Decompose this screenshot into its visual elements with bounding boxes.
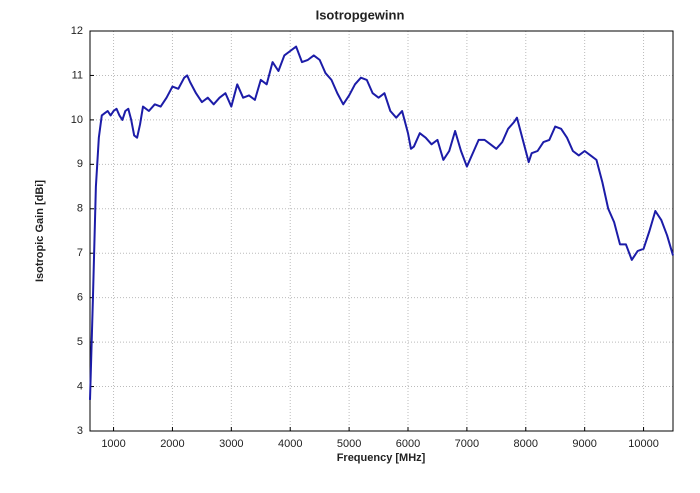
y-tick-label: 8 xyxy=(77,203,83,215)
y-tick-label: 10 xyxy=(71,114,83,126)
y-axis-label: Isotropic Gain [dBi] xyxy=(34,180,46,282)
y-tick-label: 9 xyxy=(77,158,83,170)
y-tick-label: 4 xyxy=(77,380,83,392)
plot-frame xyxy=(89,30,674,432)
x-tick-label: 8000 xyxy=(514,438,538,450)
y-tick-label: 12 xyxy=(71,25,83,37)
x-tick-label: 5000 xyxy=(337,438,361,450)
x-tick-label: 10000 xyxy=(628,438,659,450)
chart-title: Isotropgewinn xyxy=(316,7,405,22)
x-tick-label: 4000 xyxy=(278,438,302,450)
y-tick-label: 11 xyxy=(72,69,83,81)
x-tick-label: 9000 xyxy=(572,438,596,450)
x-tick-label: 6000 xyxy=(396,438,420,450)
y-tick-label: 5 xyxy=(77,336,83,348)
y-tick-label: 6 xyxy=(77,292,83,304)
x-tick-label: 3000 xyxy=(219,438,243,450)
y-tick-label: 3 xyxy=(77,425,83,437)
x-tick-label: 2000 xyxy=(160,438,184,450)
x-axis-label: Frequency [MHz] xyxy=(337,452,426,464)
y-tick-label: 7 xyxy=(77,247,83,259)
x-tick-label: 1000 xyxy=(101,438,125,450)
x-tick-label: 7000 xyxy=(455,438,479,450)
line-series xyxy=(89,45,674,400)
